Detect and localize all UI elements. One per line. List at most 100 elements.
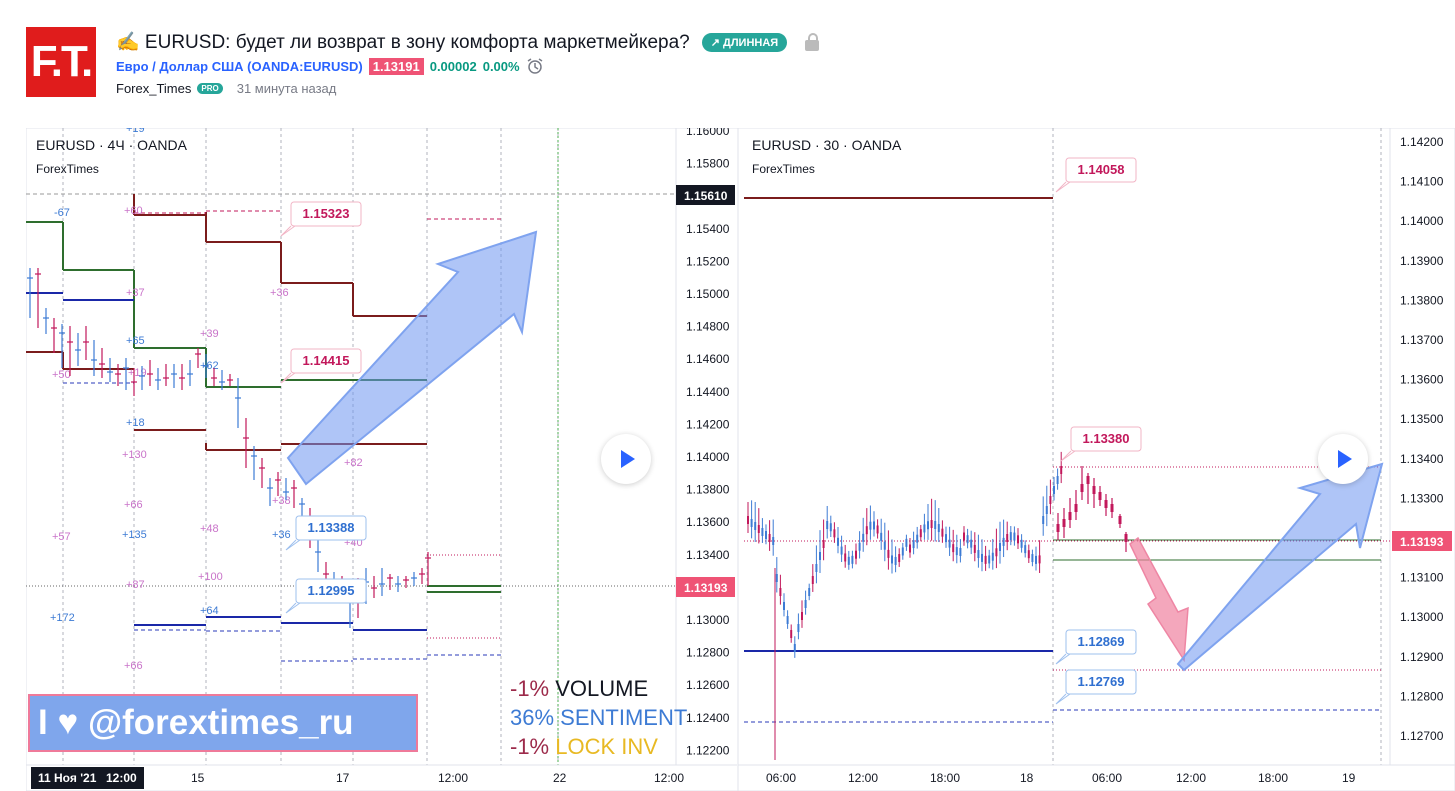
forecast-arrow-up [286, 230, 538, 486]
level-small-label: -67 [54, 207, 70, 219]
price-badge: 1.13191 [368, 57, 424, 75]
candle-body [801, 612, 803, 620]
symbol-link[interactable]: Евро / Доллар США (OANDA:EURUSD) [116, 58, 363, 74]
x-tick-label: 18:00 [930, 771, 960, 785]
candle-body [790, 630, 793, 638]
candle-body [844, 553, 847, 562]
stat-row: -1% VOLUME [510, 674, 687, 703]
candle-body [930, 520, 933, 529]
candle-body [955, 547, 958, 556]
alert-clock-icon[interactable] [526, 57, 544, 75]
candle-body [1049, 496, 1052, 504]
callout-box [1065, 157, 1137, 183]
lock-icon [805, 32, 820, 51]
candle-body [1009, 532, 1012, 541]
y-tick-label: 1.13000 [686, 613, 730, 627]
candle-body [757, 525, 760, 533]
price-change: 0.00002 [429, 58, 477, 74]
candle-body [948, 539, 951, 548]
x-tick-label: 06:00 [766, 771, 796, 785]
candle-body [855, 550, 857, 559]
level-small-label: +50 [52, 369, 71, 381]
level-small-label: +60 [124, 205, 143, 217]
callout-label: 1.12869 [1078, 634, 1125, 649]
candle-body [797, 624, 800, 632]
candle-body [927, 521, 929, 530]
candle-body [1118, 516, 1122, 524]
y-tick-label: 1.12800 [686, 646, 730, 660]
callout-label: 1.13388 [308, 520, 355, 535]
y-tick-label: 1.13400 [1400, 452, 1444, 466]
candle-body [1027, 550, 1030, 559]
candle-body [977, 550, 980, 559]
stat-sentiment-label: SENTIMENT [560, 705, 688, 730]
chart-area[interactable]: 1.160001.158001.156001.154001.152001.150… [26, 128, 1455, 791]
last-price-tag [676, 577, 735, 597]
callout-box [295, 578, 367, 604]
candle-body [1017, 535, 1019, 544]
candle-body [1056, 524, 1060, 532]
callout-label: 1.15323 [303, 206, 350, 221]
x-tick-label: 06:00 [1092, 771, 1122, 785]
level-small-label: +66 [124, 499, 143, 511]
level-small-label: +48 [200, 523, 219, 535]
callout-box [295, 515, 367, 541]
y-tick-label: 1.14000 [686, 450, 730, 464]
candle-body [847, 556, 850, 565]
candle-body [894, 556, 897, 565]
candle-body [945, 534, 947, 543]
y-tick-label: 1.15200 [686, 254, 730, 268]
callout-label: 1.12769 [1078, 674, 1125, 689]
callout-pointer [1055, 181, 1071, 193]
logo-text: F.T. [30, 37, 93, 86]
candle-body [1124, 534, 1128, 542]
candle-body [1068, 512, 1072, 520]
callout-pointer [1055, 693, 1071, 705]
symbol-row: Евро / Доллар США (OANDA:EURUSD) 1.13191… [116, 57, 544, 75]
candle-body [919, 529, 922, 538]
level-small-label: +18 [126, 417, 145, 429]
last-price-tag [1392, 531, 1452, 551]
candle-body [963, 532, 965, 541]
candle-body [1092, 486, 1096, 494]
published-time: 31 минута назад [236, 81, 337, 96]
level-small-label: +36 [272, 529, 291, 541]
y-tick-label: 1.14100 [1400, 175, 1444, 189]
callout-pointer [285, 539, 301, 551]
play-button-left[interactable] [601, 434, 651, 484]
level-small-label: +130 [122, 449, 147, 461]
candle-body [1042, 516, 1045, 524]
candle-body [779, 588, 782, 596]
x-tick-label: 12:00 [106, 771, 137, 785]
candle-body [891, 555, 893, 564]
stat-lockinv-pct: -1% [510, 734, 550, 759]
y-tick-label: 1.13600 [1400, 373, 1444, 387]
author-name[interactable]: Forex_Times [116, 81, 192, 96]
candle-body [984, 555, 987, 564]
candle-body [1038, 555, 1041, 564]
level-small-label: +36 [270, 287, 289, 299]
y-tick-label: 1.13500 [1400, 412, 1444, 426]
idea-title: ✍ EURUSD: будет ли возврат в зону комфор… [116, 30, 820, 54]
y-tick-label: 1.14200 [686, 417, 730, 431]
candle-body [952, 544, 955, 553]
candle-body [1035, 555, 1037, 564]
y-tick-label: 1.12800 [1400, 689, 1444, 703]
candle-body [811, 576, 814, 584]
left-chart-panel[interactable]: 1.160001.158001.156001.154001.152001.150… [26, 128, 737, 789]
y-tick-label: 1.13300 [1400, 491, 1444, 505]
watermark-banner: I ♥ @forextimes_ru [28, 694, 418, 752]
candle-body [887, 549, 890, 558]
candle-body [1006, 534, 1009, 543]
candle-body [833, 529, 836, 538]
stat-row: 36% SENTIMENT [510, 703, 687, 732]
play-button-right[interactable] [1318, 434, 1368, 484]
callout-label: 1.14415 [303, 353, 350, 368]
x-tick-label: 12:00 [1176, 771, 1206, 785]
candle-body [747, 516, 749, 524]
level-small-label: +100 [198, 571, 223, 583]
candle-body [1080, 484, 1084, 492]
right-chart-panel[interactable]: 1.14200 1.14100 1.14000 1.13900 1.13800 1.137… [737, 128, 1455, 791]
y-tick-label: 1.13900 [1400, 254, 1444, 268]
author-logo[interactable]: F.T. [26, 27, 96, 97]
